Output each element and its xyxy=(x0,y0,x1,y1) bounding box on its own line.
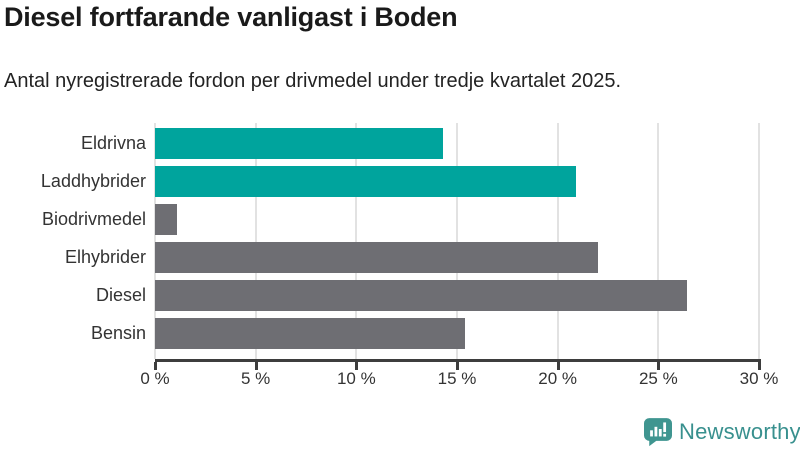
y-axis-label-diesel: Diesel xyxy=(95,285,146,305)
bar-laddhybrider xyxy=(155,166,576,197)
x-tick-label-30: 30 % xyxy=(739,369,779,388)
x-tick-15 xyxy=(456,362,459,370)
newsworthy-logo-text: Newsworthy xyxy=(679,419,800,444)
x-tick-label-0: 0 % xyxy=(140,369,170,388)
x-tick-20 xyxy=(556,362,560,370)
x-tick-label-15: 15 % xyxy=(437,369,477,388)
x-tick-30 xyxy=(758,362,761,370)
y-axis-label-biodrivmedel: Biodrivmedel xyxy=(41,209,146,229)
y-axis-label-laddhybrider: Laddhybrider xyxy=(40,171,146,191)
gridline-30 xyxy=(758,123,760,359)
gridline-25 xyxy=(657,123,660,359)
x-tick-0 xyxy=(154,362,157,370)
chart-subtitle: Antal nyregistrerade fordon per drivmede… xyxy=(4,70,622,92)
bar-biodrivmedel xyxy=(155,204,178,235)
x-tick-10 xyxy=(355,362,359,370)
y-axis-label-elhybrider: Elhybrider xyxy=(64,247,146,267)
bar-eldrivna xyxy=(155,128,443,159)
x-tick-label-25: 25 % xyxy=(638,369,678,388)
x-tick-5 xyxy=(254,362,258,370)
x-tick-label-5: 5 % xyxy=(241,369,271,388)
x-tick-label-10: 10 % xyxy=(336,369,376,388)
y-axis-label-eldrivna: Eldrivna xyxy=(80,133,146,153)
x-tick-25 xyxy=(657,362,661,370)
x-axis-line xyxy=(155,359,761,362)
bar-elhybrider xyxy=(155,242,598,273)
plot-area xyxy=(154,123,760,359)
x-tick-label-20: 20 % xyxy=(538,369,578,388)
gridline-0 xyxy=(154,123,156,359)
bar-bensin xyxy=(155,318,466,349)
bar-diesel xyxy=(155,280,687,311)
gridline-15 xyxy=(456,123,458,359)
gridline-5 xyxy=(254,123,257,359)
chart-title: Diesel fortfarande vanligast i Boden xyxy=(4,2,458,32)
y-axis-label-bensin: Bensin xyxy=(90,323,146,343)
newsworthy-logo: Newsworthy xyxy=(644,416,800,448)
newsworthy-bubble-barchart-icon xyxy=(644,417,672,448)
gridline-10 xyxy=(355,123,358,359)
gridline-20 xyxy=(556,123,559,359)
